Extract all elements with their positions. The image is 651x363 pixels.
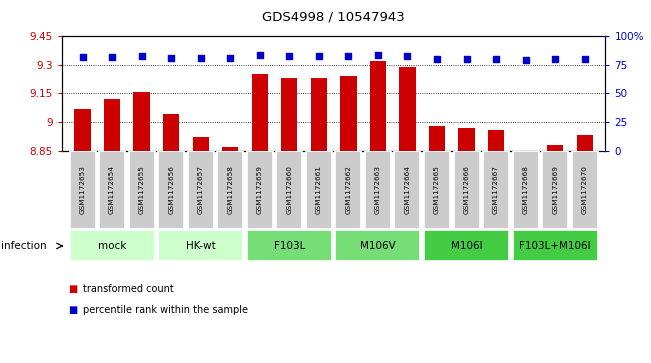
Text: F103L: F103L (273, 241, 305, 251)
Point (343, 53, 353, 59)
Text: ■: ■ (68, 305, 77, 315)
Bar (306, 151, 332, 229)
Bar (395, 151, 421, 229)
Bar (458, 128, 475, 151)
Bar (129, 151, 154, 229)
Point (107, 54, 117, 60)
Text: M106I: M106I (450, 241, 482, 251)
Text: GSM1172665: GSM1172665 (434, 165, 440, 214)
Bar (454, 151, 480, 229)
Text: GSM1172657: GSM1172657 (198, 165, 204, 214)
Text: M106V: M106V (360, 241, 396, 251)
Text: GSM1172662: GSM1172662 (346, 165, 352, 214)
Text: GSM1172656: GSM1172656 (168, 165, 174, 214)
Text: F103L+M106I: F103L+M106I (519, 241, 591, 251)
Bar (542, 151, 568, 229)
Bar (547, 145, 563, 151)
Bar (577, 135, 593, 151)
Bar (276, 151, 302, 229)
Point (373, 52, 383, 57)
Text: GSM1172658: GSM1172658 (227, 165, 233, 214)
Bar (483, 151, 509, 229)
Text: HK-wt: HK-wt (186, 241, 215, 251)
Bar (424, 151, 450, 229)
Bar (311, 78, 327, 151)
Bar (70, 231, 154, 261)
Bar (424, 231, 509, 261)
Bar (340, 76, 357, 151)
Text: transformed count: transformed count (83, 284, 173, 294)
Point (462, 56, 472, 62)
Bar (488, 130, 505, 151)
Bar (399, 67, 415, 151)
Text: GSM1172669: GSM1172669 (552, 165, 558, 214)
Text: percentile rank within the sample: percentile rank within the sample (83, 305, 247, 315)
Point (284, 53, 294, 59)
Bar (187, 151, 214, 229)
Text: GSM1172664: GSM1172664 (404, 165, 411, 214)
Bar (572, 151, 598, 229)
Point (225, 55, 236, 61)
Text: GSM1172653: GSM1172653 (79, 165, 85, 214)
Point (314, 53, 324, 59)
Text: GSM1172661: GSM1172661 (316, 165, 322, 214)
Bar (99, 151, 125, 229)
Point (579, 56, 590, 62)
Bar (133, 91, 150, 151)
Point (195, 55, 206, 61)
Bar (158, 231, 243, 261)
Text: GSM1172655: GSM1172655 (139, 165, 145, 214)
Text: ■: ■ (68, 284, 77, 294)
Text: GSM1172659: GSM1172659 (256, 165, 263, 214)
Point (255, 52, 265, 57)
Point (520, 57, 531, 63)
Bar (365, 151, 391, 229)
Text: GSM1172663: GSM1172663 (375, 165, 381, 214)
Bar (518, 151, 534, 152)
Text: GDS4998 / 10547943: GDS4998 / 10547943 (262, 11, 405, 24)
Text: infection: infection (1, 241, 46, 251)
Bar (247, 231, 332, 261)
Bar (513, 151, 538, 229)
Point (491, 56, 501, 62)
Bar (370, 61, 386, 151)
Bar (217, 151, 243, 229)
Point (137, 53, 147, 59)
Bar (70, 151, 96, 229)
Text: GSM1172667: GSM1172667 (493, 165, 499, 214)
Point (550, 56, 561, 62)
Bar (247, 151, 273, 229)
Text: GSM1172660: GSM1172660 (286, 165, 292, 214)
Text: GSM1172666: GSM1172666 (464, 165, 469, 214)
Text: GSM1172668: GSM1172668 (523, 165, 529, 214)
Bar (193, 137, 209, 151)
Text: GSM1172654: GSM1172654 (109, 165, 115, 214)
Point (432, 56, 442, 62)
Bar (104, 99, 120, 151)
Point (166, 55, 176, 61)
Bar (158, 151, 184, 229)
Bar (252, 74, 268, 151)
Point (77, 54, 88, 60)
Bar (222, 147, 238, 151)
Bar (335, 151, 361, 229)
Bar (513, 231, 598, 261)
Bar (74, 109, 90, 151)
Text: mock: mock (98, 241, 126, 251)
Point (402, 53, 413, 59)
Bar (163, 114, 179, 151)
Bar (429, 126, 445, 151)
Bar (281, 78, 298, 151)
Text: GSM1172670: GSM1172670 (582, 165, 588, 214)
Bar (335, 231, 421, 261)
